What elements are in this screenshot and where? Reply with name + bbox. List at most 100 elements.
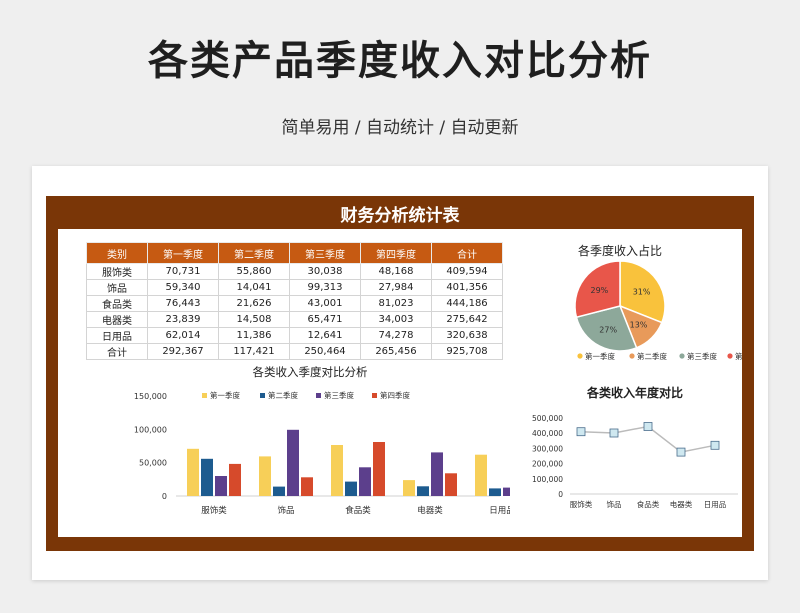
table-cell: 服饰类 bbox=[86, 263, 148, 280]
bar-x-tick-label: 电器类 bbox=[417, 505, 443, 516]
sheet-title: 财务分析统计表 bbox=[340, 206, 460, 226]
table-cell: 43,001 bbox=[289, 295, 361, 312]
pie-data-label: 29% bbox=[591, 286, 609, 295]
bar bbox=[187, 448, 199, 496]
bar-y-tick-label: 0 bbox=[162, 492, 167, 501]
table-cell: 74,278 bbox=[360, 327, 432, 344]
table-cell: 925,708 bbox=[431, 343, 503, 360]
table-cell: 409,594 bbox=[431, 263, 503, 280]
table-cell: 275,642 bbox=[431, 311, 503, 328]
table-cell: 电器类 bbox=[86, 311, 148, 328]
line-x-tick-label: 日用品 bbox=[704, 500, 727, 509]
bar bbox=[229, 463, 241, 496]
bar-legend-marker bbox=[372, 393, 377, 398]
page-subtitle: 简单易用 / 自动统计 / 自动更新 bbox=[281, 118, 519, 138]
line-point bbox=[609, 428, 619, 438]
pie-data-label: 31% bbox=[633, 287, 651, 296]
bar bbox=[417, 486, 429, 496]
table-cell: 34,003 bbox=[360, 311, 432, 328]
bar-x-tick-label: 日用品 bbox=[489, 506, 510, 516]
pie-legend-label: 第二季度 bbox=[637, 351, 667, 361]
pie-chart: 各季度收入占比 31% 13% 27% 29% 第一季度 第二季度 第三季度 第四季度 bbox=[574, 243, 742, 361]
table-cell: 30,038 bbox=[289, 263, 361, 280]
bar-y-tick-label: 50,000 bbox=[139, 459, 167, 468]
table-row: 服饰类 70,731 55,860 30,038 48,168 409,594 bbox=[86, 263, 503, 280]
bar-legend-label: 第四季度 bbox=[380, 390, 410, 400]
pie-legend-marker bbox=[629, 353, 635, 359]
line-y-tick-label: 400,000 bbox=[532, 429, 563, 438]
line-y-tick-label: 300,000 bbox=[532, 444, 563, 453]
bar bbox=[431, 452, 443, 496]
bar bbox=[331, 445, 343, 496]
line-y-tick-label: 0 bbox=[558, 490, 563, 499]
table-cell: 48,168 bbox=[360, 263, 432, 280]
line-x-tick-label: 服饰类 bbox=[570, 499, 593, 509]
table-cell: 65,471 bbox=[289, 311, 361, 328]
table-cell: 12,641 bbox=[289, 327, 361, 344]
line-x-tick-label: 饰品 bbox=[607, 499, 622, 509]
table-row: 日用品 62,014 11,386 12,641 74,278 320,638 bbox=[86, 327, 503, 344]
bar-y-tick-label: 150,000 bbox=[134, 392, 167, 401]
bar-legend-label: 第三季度 bbox=[324, 390, 354, 400]
bar bbox=[489, 488, 501, 496]
table-cell: 320,638 bbox=[431, 327, 503, 344]
bar bbox=[403, 480, 415, 496]
line-x-tick-label: 电器类 bbox=[670, 499, 693, 509]
table-row: 电器类 23,839 14,508 65,471 34,003 275,642 bbox=[86, 311, 503, 328]
table-header-cell: 类别 bbox=[86, 242, 148, 264]
bar bbox=[273, 486, 285, 496]
pie-legend-marker bbox=[679, 353, 685, 359]
line-point bbox=[576, 427, 586, 437]
bar-legend-marker bbox=[260, 393, 265, 398]
table-header-cell: 第三季度 bbox=[289, 242, 361, 264]
table-cell: 265,456 bbox=[360, 343, 432, 360]
line-point bbox=[643, 422, 653, 431]
table-cell: 14,508 bbox=[218, 311, 290, 328]
table-header-cell: 第四季度 bbox=[360, 242, 432, 264]
page-title: 各类产品季度收入对比分析 bbox=[148, 38, 652, 84]
table-cell: 食品类 bbox=[86, 295, 148, 312]
bar bbox=[301, 477, 313, 496]
pie-legend-label: 第三季度 bbox=[687, 351, 717, 361]
bar-x-tick-label: 服饰类 bbox=[201, 505, 227, 516]
bar bbox=[359, 467, 371, 496]
line-y-tick-label: 100,000 bbox=[532, 475, 563, 484]
table-cell: 76,443 bbox=[147, 295, 219, 312]
bar bbox=[259, 456, 271, 496]
bar-legend-label: 第二季度 bbox=[268, 390, 298, 400]
table-header-cell: 第二季度 bbox=[218, 242, 290, 264]
table-cell: 日用品 bbox=[86, 327, 148, 344]
bar bbox=[445, 473, 457, 496]
finance-table: 类别 第一季度 第二季度 第三季度 第四季度 合计 服饰类 70,731 55,860 30,0… bbox=[86, 242, 503, 360]
report-inner: 类别 第一季度 第二季度 第三季度 第四季度 合计 服饰类 70,731 55,860 30,0… bbox=[58, 229, 742, 537]
table-row: 饰品 59,340 14,041 99,313 27,984 401,356 bbox=[86, 279, 503, 296]
table-cell: 70,731 bbox=[147, 263, 219, 280]
table-cell: 21,626 bbox=[218, 295, 290, 312]
line-point bbox=[710, 440, 720, 450]
table-cell: 99,313 bbox=[289, 279, 361, 296]
bar bbox=[373, 442, 385, 496]
line-point bbox=[676, 447, 686, 457]
line-x-tick-label: 食品类 bbox=[637, 499, 660, 509]
table-cell: 合计 bbox=[86, 343, 148, 360]
table-cell: 444,186 bbox=[431, 295, 503, 312]
bar bbox=[475, 454, 487, 496]
line-chart: 各类收入年度对比 0 100,000 200,000 300,000 400,000 500… bbox=[532, 385, 738, 509]
table-cell: 23,839 bbox=[147, 311, 219, 328]
table-header-cell: 合计 bbox=[431, 242, 503, 264]
pie-legend-label: 第四季度 bbox=[735, 351, 742, 361]
pie-data-label: 13% bbox=[630, 321, 648, 330]
table-cell: 59,340 bbox=[147, 279, 219, 296]
pie-legend-marker bbox=[727, 353, 733, 359]
table-cell: 11,386 bbox=[218, 327, 290, 344]
bar bbox=[215, 476, 227, 496]
pie-slice bbox=[619, 260, 666, 324]
bar-legend-label: 第一季度 bbox=[210, 390, 240, 400]
table-cell: 饰品 bbox=[86, 279, 148, 296]
table-cell: 55,860 bbox=[218, 263, 290, 280]
bar bbox=[201, 458, 213, 496]
pie-slice bbox=[575, 305, 638, 352]
table-row: 合计 292,367 117,421 250,464 265,456 925,708 bbox=[86, 343, 503, 360]
pie-slice bbox=[574, 260, 621, 319]
